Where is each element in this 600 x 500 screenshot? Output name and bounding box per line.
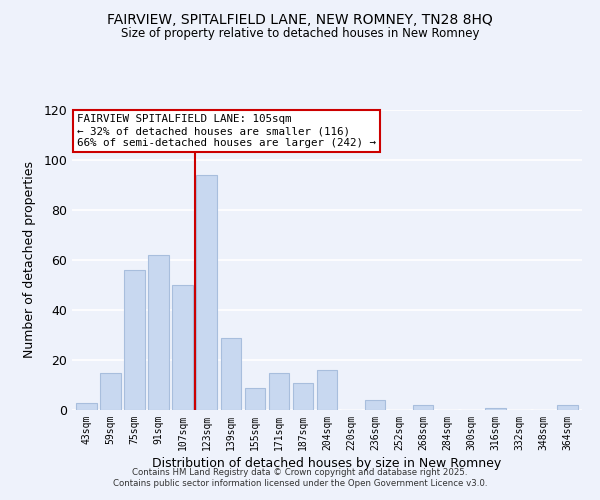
Bar <box>269 372 289 410</box>
Bar <box>148 255 169 410</box>
Bar <box>365 400 385 410</box>
Text: Contains HM Land Registry data © Crown copyright and database right 2025.
Contai: Contains HM Land Registry data © Crown c… <box>113 468 487 487</box>
Bar <box>124 270 145 410</box>
Bar <box>317 370 337 410</box>
Bar <box>100 372 121 410</box>
Bar <box>196 175 217 410</box>
Bar <box>245 388 265 410</box>
Bar <box>485 408 506 410</box>
Bar <box>76 402 97 410</box>
Text: FAIRVIEW, SPITALFIELD LANE, NEW ROMNEY, TN28 8HQ: FAIRVIEW, SPITALFIELD LANE, NEW ROMNEY, … <box>107 12 493 26</box>
Bar <box>413 405 433 410</box>
Y-axis label: Number of detached properties: Number of detached properties <box>23 162 37 358</box>
Bar <box>221 338 241 410</box>
Bar <box>293 382 313 410</box>
Text: Size of property relative to detached houses in New Romney: Size of property relative to detached ho… <box>121 28 479 40</box>
Bar <box>172 285 193 410</box>
Text: FAIRVIEW SPITALFIELD LANE: 105sqm
← 32% of detached houses are smaller (116)
66%: FAIRVIEW SPITALFIELD LANE: 105sqm ← 32% … <box>77 114 376 148</box>
X-axis label: Distribution of detached houses by size in New Romney: Distribution of detached houses by size … <box>152 457 502 470</box>
Bar <box>557 405 578 410</box>
